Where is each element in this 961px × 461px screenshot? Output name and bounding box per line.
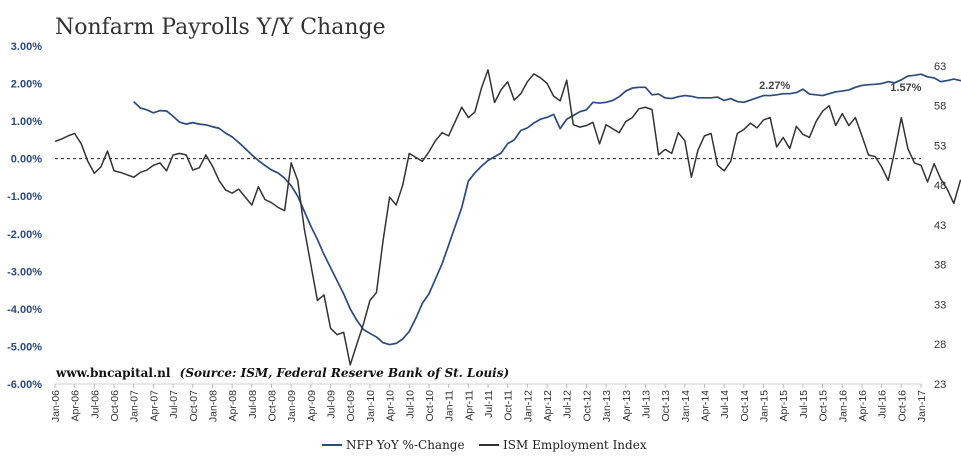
- x-tick-label: Apr-07: [148, 390, 160, 422]
- y-left-tick-label: 2.00%: [11, 79, 42, 91]
- x-tick-label: Jul-10: [404, 390, 416, 419]
- x-tick-label: Oct-12: [581, 390, 593, 422]
- x-tick-label: Jul-07: [168, 390, 180, 419]
- x-tick-label: Jan-12: [522, 390, 534, 422]
- x-tick-label: Apr-15: [778, 390, 790, 422]
- x-tick-label: Jan-08: [207, 390, 219, 422]
- x-tick-label: Oct-15: [818, 390, 830, 422]
- x-tick-label: Jan-13: [601, 390, 613, 422]
- x-tick-label: Jul-13: [640, 390, 652, 419]
- x-tick-label: Oct-09: [345, 390, 357, 422]
- x-tick-label: Jul-09: [326, 390, 338, 419]
- x-tick-label: Oct-08: [267, 390, 279, 422]
- y-right-tick-label: 38: [934, 260, 946, 272]
- y-right-tick-label: 58: [934, 101, 946, 113]
- x-tick-label: Jul-15: [798, 390, 810, 419]
- x-tick-label: Oct-13: [660, 390, 672, 422]
- x-tick-label: Apr-09: [306, 390, 318, 422]
- x-tick-label: Jan-16: [837, 390, 849, 422]
- y-left-tick-label: -5.00%: [7, 341, 42, 353]
- x-tick-label: Oct-14: [739, 390, 751, 422]
- series-line-nfp: [133, 73, 961, 346]
- x-tick-label: Jan-10: [365, 390, 377, 422]
- source-site: www.bncapital.nl: [55, 366, 171, 380]
- x-tick-label: Apr-06: [70, 390, 82, 422]
- x-tick-label: Apr-12: [542, 390, 554, 422]
- x-tick-label: Oct-06: [109, 390, 121, 422]
- legend: NFP YoY %-Change ISM Employment Index: [322, 438, 647, 452]
- series-layer: [54, 69, 961, 366]
- data-label: 1.57%: [890, 82, 921, 94]
- chart-title: Nonfarm Payrolls Y/Y Change: [55, 15, 386, 40]
- annotations: 2.27% 1.57%: [759, 80, 922, 94]
- y-right-tick-label: 28: [934, 339, 946, 351]
- x-tick-label: Oct-16: [896, 390, 908, 422]
- source-note: www.bncapital.nl (Source: ISM, Federal R…: [55, 366, 509, 380]
- legend-label: ISM Employment Index: [503, 438, 647, 452]
- x-tick-label: Oct-07: [188, 390, 200, 422]
- y-left-tick-label: -2.00%: [7, 229, 42, 241]
- x-tick-label: Jan-11: [444, 390, 456, 421]
- x-tick-label: Jan-17: [916, 390, 928, 422]
- x-axis: Jan-06 Apr-06 Jul-06 Oct-06 Jan-07 Apr-07 Jul-…: [50, 383, 928, 422]
- x-tick-label: Apr-14: [700, 390, 712, 422]
- y-left-tick-label: 3.00%: [11, 41, 42, 53]
- x-tick-label: Jul-14: [719, 390, 731, 419]
- x-tick-label: Jul-12: [562, 390, 574, 419]
- x-tick-label: Jan-15: [759, 390, 771, 422]
- x-tick-label: Apr-08: [227, 390, 239, 422]
- data-label: 2.27%: [759, 80, 790, 92]
- x-tick-label: Jan-06: [50, 390, 62, 422]
- x-tick-label: Jan-14: [680, 390, 692, 422]
- x-tick-label: Apr-16: [857, 390, 869, 422]
- y-right-tick-label: 53: [934, 140, 946, 152]
- x-tick-label: Oct-10: [424, 390, 436, 422]
- y-left-tick-label: -1.00%: [7, 191, 42, 203]
- legend-label: NFP YoY %-Change: [346, 438, 465, 452]
- x-tick-label: Jul-08: [247, 390, 259, 419]
- y-axis-left: 3.00% 2.00% 1.00% 0.00% -1.00% -2.00% -3.00% -4…: [7, 41, 42, 391]
- source-citation: (Source: ISM, Federal Reserve Bank of St…: [180, 366, 510, 380]
- x-tick-label: Jan-09: [286, 390, 298, 422]
- y-left-tick-label: 1.00%: [11, 116, 42, 128]
- x-tick-label: Jul-11: [483, 390, 495, 418]
- svg-text:www.bncapital.nl (Source: www.bncapital.nl (Source: ISM, Federal R…: [55, 366, 509, 380]
- y-left-tick-label: -4.00%: [7, 304, 42, 316]
- y-left-tick-label: -6.00%: [7, 379, 42, 391]
- x-tick-label: Apr-10: [385, 390, 397, 422]
- x-tick-label: Jul-16: [877, 390, 889, 419]
- y-left-tick-label: 0.00%: [11, 154, 42, 166]
- y-left-tick-label: -3.00%: [7, 266, 42, 278]
- y-axis-right: 63 58 53 48 43 38 33 28 23: [934, 61, 946, 391]
- series-line-ism: [54, 69, 961, 366]
- y-right-tick-label: 63: [934, 61, 946, 73]
- x-tick-label: Apr-13: [621, 390, 633, 422]
- x-tick-label: Jan-07: [129, 390, 141, 422]
- x-tick-label: Apr-11: [463, 390, 475, 421]
- y-right-tick-label: 48: [934, 180, 946, 192]
- x-tick-label: Jul-06: [89, 390, 101, 419]
- y-right-tick-label: 43: [934, 220, 946, 232]
- y-right-tick-label: 23: [934, 379, 946, 391]
- x-tick-label: Oct-11: [503, 390, 515, 421]
- y-right-tick-label: 33: [934, 299, 946, 311]
